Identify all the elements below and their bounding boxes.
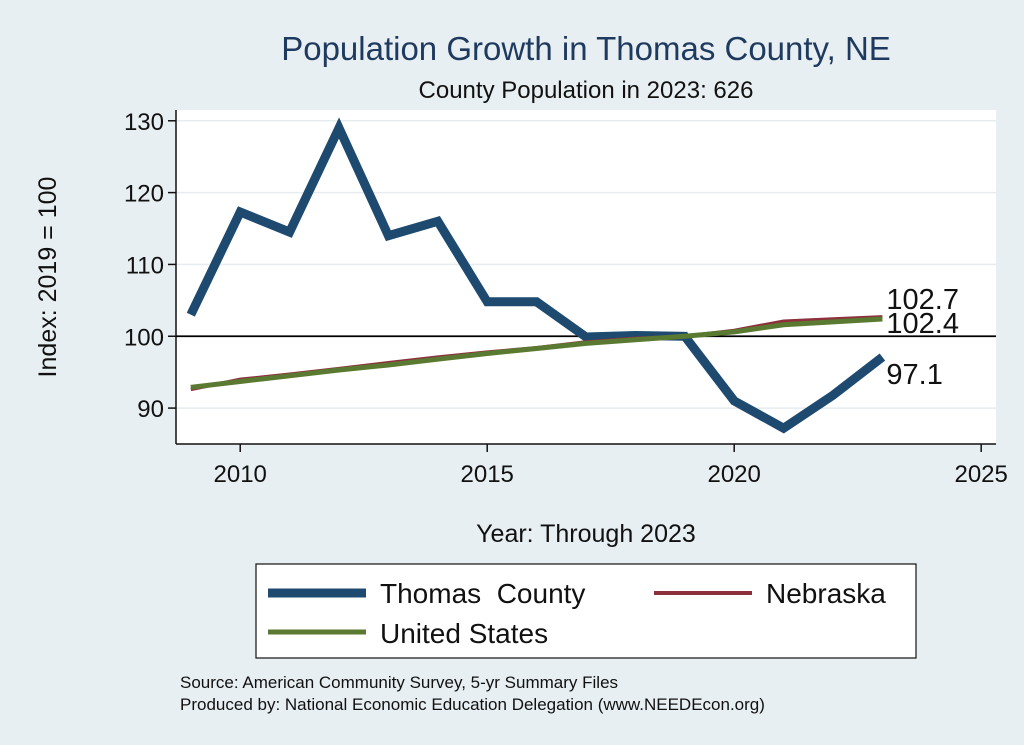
series-lines (186, 117, 886, 434)
y-tick-label: 130 (124, 109, 164, 136)
x-tick-label: 2015 (461, 461, 514, 488)
x-axis-ticks: 2010 2015 2020 2025 (214, 444, 1008, 488)
chart-subtitle: County Population in 2023: 626 (419, 77, 754, 104)
chart-title: Population Growth in Thomas County, NE (281, 30, 891, 67)
y-tick-label: 90 (137, 396, 164, 423)
end-label-nebraska: 102.7 (886, 284, 959, 316)
y-tick-label: 100 (124, 324, 164, 351)
legend-entry-thomas-county: Thomas County (380, 578, 585, 609)
end-label-united-states: 102.4 (886, 308, 959, 340)
plot-area (176, 110, 996, 444)
series-line-united-states (190, 316, 883, 390)
x-tick-label: 2020 (707, 461, 760, 488)
legend: Thomas County Nebraska United States (268, 578, 886, 649)
x-tick-label: 2010 (214, 461, 267, 488)
legend-box (255, 563, 917, 659)
x-tick-label: 2025 (954, 461, 1007, 488)
y-tick-label: 110 (126, 252, 164, 279)
end-label-thomas-county: 97.1 (886, 359, 942, 391)
source-note: Source: American Community Survey, 5-yr … (180, 673, 618, 692)
legend-entry-nebraska: Nebraska (766, 578, 886, 609)
y-axis-ticks: 90 100 110 120 130 (124, 109, 176, 423)
series-line-thomas-county (186, 117, 886, 434)
y-tick-label: 120 (124, 181, 164, 208)
legend-entry-united-states: United States (380, 618, 548, 649)
x-axis-title: Year: Through 2023 (476, 520, 696, 548)
y-axis-title: Index: 2019 = 100 (34, 177, 62, 378)
produced-by-note: Produced by: National Economic Education… (180, 695, 765, 714)
